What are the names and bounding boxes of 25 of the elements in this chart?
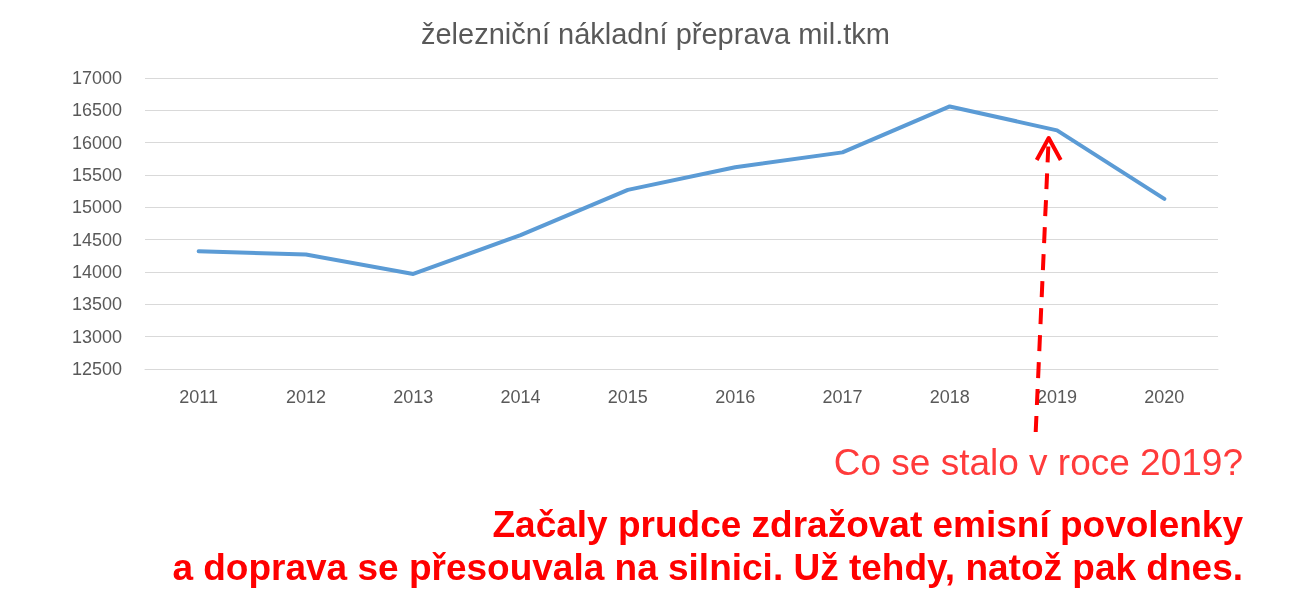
- line-series: [196, 104, 1167, 276]
- x-tick-label: 2015: [607, 387, 648, 407]
- text: a doprava se přesouvala na silnici. Už tehdy, natož pak dnes.: [172, 546, 1243, 589]
- y-tick-label: 17000: [71, 68, 122, 88]
- y-tick-label: 15000: [71, 197, 122, 218]
- y-tick-label: 16500: [71, 100, 122, 121]
- y-tick-label: 13000: [71, 326, 122, 347]
- text: Začaly prudce zdražovat emisní povolenky: [492, 503, 1243, 546]
- y-tick-label: 15500: [71, 165, 122, 185]
- x-tick-label: 2014: [500, 387, 541, 407]
- x-tick-label: 2016: [715, 387, 756, 407]
- x-tick-label: 2019: [1037, 387, 1078, 407]
- text: Co se stalo v roce 2019?: [833, 441, 1243, 484]
- x-tick-label: 2013: [393, 387, 434, 407]
- x-tick-label: 2020: [1144, 387, 1185, 407]
- x-tick-label: 2012: [285, 387, 326, 407]
- x-tick-label: 2011: [179, 387, 219, 407]
- x-tick-label: 2018: [929, 387, 970, 407]
- y-tick-label: 14000: [71, 262, 122, 282]
- y-tick-label: 12500: [71, 359, 122, 379]
- x-tick-label: 2017: [822, 387, 863, 407]
- chart-title: železniční nákladní přeprava mil.tkm: [420, 17, 891, 50]
- y-tick-label: 13500: [71, 294, 122, 315]
- y-tick-label: 16000: [71, 132, 122, 153]
- y-tick-label: 14500: [71, 229, 122, 250]
